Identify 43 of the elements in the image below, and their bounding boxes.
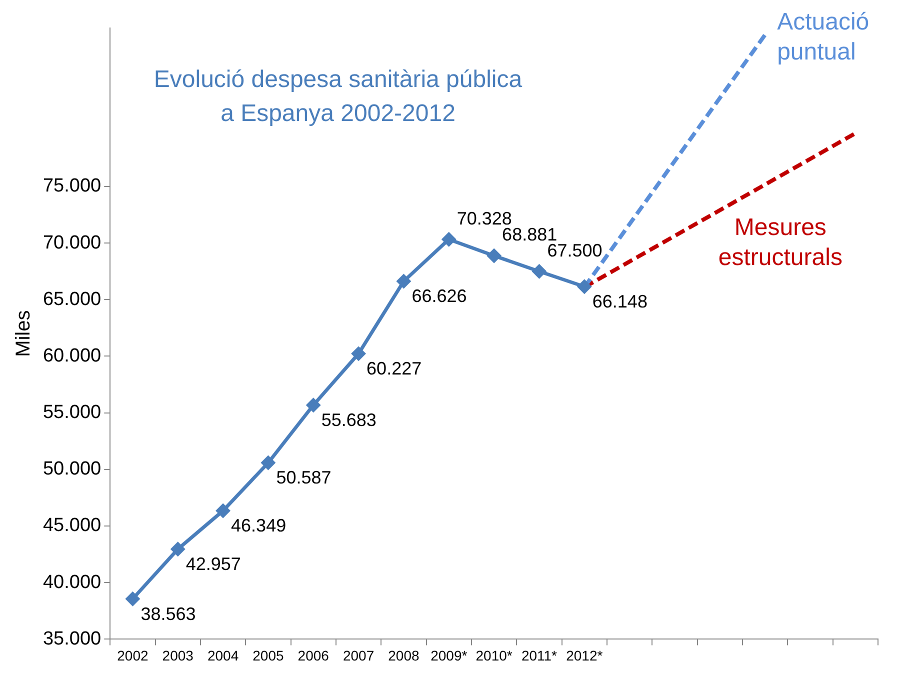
x-tick-label: 2009*	[430, 647, 468, 664]
point	[261, 456, 275, 470]
x-tick-label: 2010*	[476, 647, 513, 664]
text: Evolució despesa sanitària pública a Espanya 2002-2012	[152, 65, 524, 129]
y-tick-label: 55.000	[42, 402, 102, 424]
data-label: 50.587	[276, 468, 332, 488]
point	[442, 232, 456, 246]
data-label: 42.957	[186, 554, 241, 574]
y-tick-label: 60.000	[42, 345, 102, 366]
x-tick-label: 2008	[388, 647, 420, 664]
x-tick-label: 2004	[207, 647, 239, 664]
x-tick-label: 2003	[162, 647, 194, 664]
point	[487, 248, 501, 262]
y-tick-label: 45.000	[42, 515, 102, 536]
point	[532, 264, 546, 278]
data-label: 38.563	[140, 604, 196, 624]
series-label: Actuació puntual	[777, 8, 870, 66]
point	[306, 398, 320, 412]
x-tick-label: 2011*	[521, 647, 558, 664]
y-tick-label: 75.000	[42, 176, 102, 197]
data-label: 46.349	[231, 516, 286, 536]
point	[126, 592, 140, 606]
x-tick-label: 2007	[342, 647, 374, 664]
y-tick-label: 70.000	[42, 232, 102, 254]
x-tick-label: 2012*	[566, 647, 604, 664]
point	[171, 542, 185, 556]
y-axis-title: Miles	[12, 310, 35, 357]
x-tick-label: 2006	[298, 647, 330, 664]
y-tick-label: 40.000	[42, 572, 102, 593]
point	[216, 504, 230, 518]
data-label: 60.227	[366, 358, 422, 379]
x-tick-label: 2002	[117, 647, 148, 664]
point	[396, 274, 410, 288]
y-tick-label: 65.000	[42, 288, 102, 310]
data-label: 66.626	[412, 286, 467, 306]
data-label: 66.148	[592, 292, 648, 312]
x-tick-label: 2005	[252, 647, 284, 664]
point	[578, 280, 592, 294]
y-tick-label: 50.000	[42, 458, 102, 480]
series-label: Mesures estructurals	[718, 214, 842, 271]
point	[352, 346, 366, 360]
data-label: 55.683	[321, 410, 376, 430]
y-tick-label: 35.000	[42, 628, 102, 650]
